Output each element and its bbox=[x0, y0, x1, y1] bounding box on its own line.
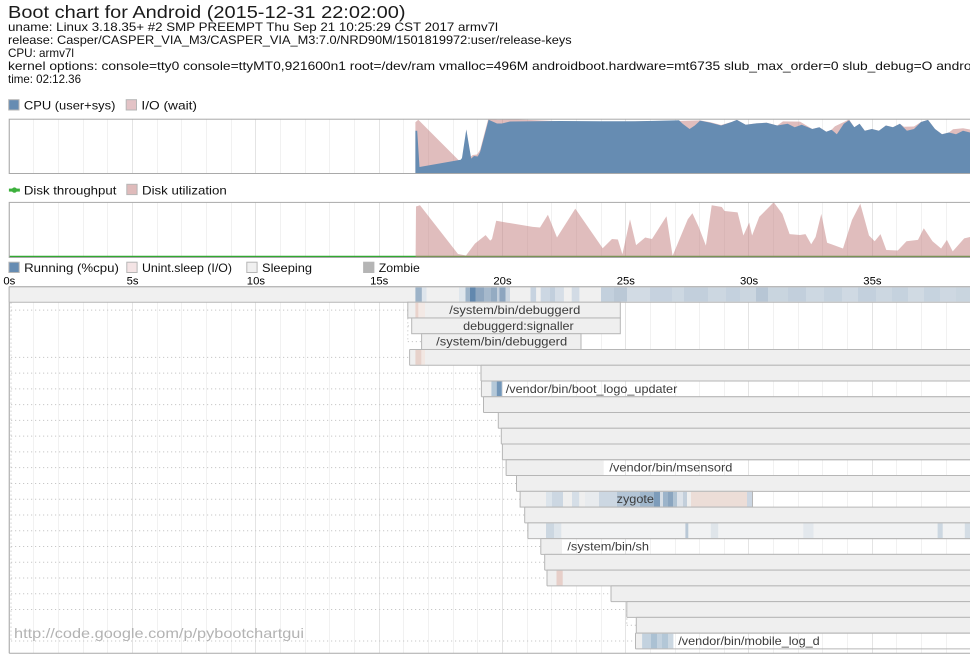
svg-text:time: 02:12.36: time: 02:12.36 bbox=[8, 73, 81, 86]
svg-text:Sleeping: Sleeping bbox=[262, 261, 312, 275]
svg-text:Disk utilization: Disk utilization bbox=[142, 183, 227, 197]
svg-text:Disk throughput: Disk throughput bbox=[24, 183, 117, 197]
svg-text:35s: 35s bbox=[863, 275, 882, 287]
svg-text:10s: 10s bbox=[247, 275, 266, 287]
svg-text:kernel options: console=tty0 c: kernel options: console=tty0 console=tty… bbox=[8, 60, 970, 73]
svg-text:Running (%cpu): Running (%cpu) bbox=[24, 261, 119, 275]
svg-text:CPU: armv7l: CPU: armv7l bbox=[8, 47, 74, 60]
svg-text:15s: 15s bbox=[370, 275, 389, 287]
svg-text:uname: Linux 3.18.35+ #2 SMP P: uname: Linux 3.18.35+ #2 SMP PREEMPT Thu… bbox=[8, 21, 498, 34]
svg-text:/system/bin/debuggerd: /system/bin/debuggerd bbox=[449, 303, 580, 317]
svg-text:CPU (user+sys): CPU (user+sys) bbox=[24, 99, 116, 113]
svg-text:Boot chart for Android (2015-1: Boot chart for Android (2015-12-31 22:02… bbox=[8, 2, 406, 22]
svg-text:Zombie: Zombie bbox=[379, 261, 420, 275]
svg-text:/system/bin/debuggerd: /system/bin/debuggerd bbox=[436, 335, 567, 349]
svg-text:http://code.google.com/p/pyboo: http://code.google.com/p/pybootchartgui bbox=[14, 625, 304, 641]
svg-text:5s: 5s bbox=[127, 275, 139, 287]
svg-text:30s: 30s bbox=[740, 275, 759, 287]
svg-text:/vendor/bin/msensord: /vendor/bin/msensord bbox=[609, 461, 732, 475]
svg-text:debuggerd:signaller: debuggerd:signaller bbox=[463, 319, 574, 333]
svg-text:I/O (wait): I/O (wait) bbox=[141, 99, 197, 113]
svg-text:/vendor/bin/boot_logo_updater: /vendor/bin/boot_logo_updater bbox=[506, 382, 678, 396]
svg-text:0s: 0s bbox=[3, 275, 15, 287]
svg-text:zygote: zygote bbox=[617, 492, 655, 506]
svg-text:20s: 20s bbox=[493, 275, 512, 287]
svg-text:25s: 25s bbox=[617, 275, 636, 287]
svg-text:Unint.sleep (I/O): Unint.sleep (I/O) bbox=[142, 261, 232, 275]
svg-text:/system/bin/sh: /system/bin/sh bbox=[567, 539, 649, 553]
svg-text:release: Casper/CASPER_VIA_M3/: release: Casper/CASPER_VIA_M3/CASPER_VIA… bbox=[8, 34, 572, 47]
svg-text:/vendor/bin/mobile_log_d: /vendor/bin/mobile_log_d bbox=[678, 634, 819, 648]
